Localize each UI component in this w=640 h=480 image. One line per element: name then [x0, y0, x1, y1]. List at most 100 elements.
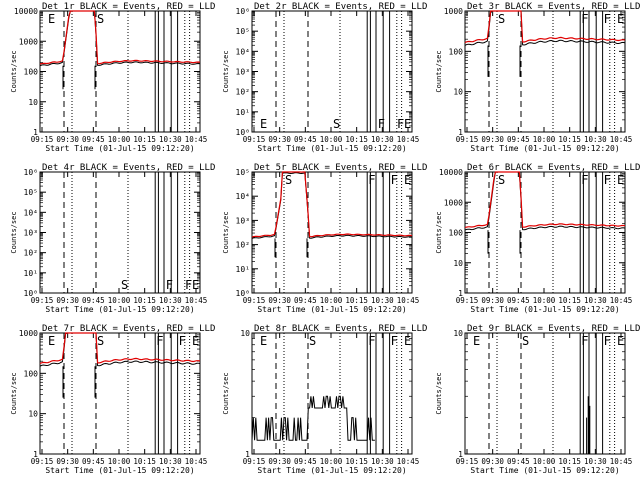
x-tick-label: 10:00	[533, 135, 556, 144]
y-tick-label: 10⁴	[24, 208, 38, 217]
marker-letter-f: F	[368, 173, 375, 187]
y-tick-label: 1000	[444, 198, 463, 207]
y-tick-label: 1	[458, 289, 463, 298]
marker-letter-s: S	[498, 12, 505, 26]
y-tick-label: 1	[33, 450, 38, 459]
y-axis-title: Counts/sec	[222, 372, 230, 414]
x-tick-label: 09:15	[243, 135, 266, 144]
x-axis-title: Start Time (01-Jul-15 09:12:20)	[470, 305, 619, 314]
x-tick-label: 10:15	[345, 457, 368, 466]
x-tick-label: 10:00	[320, 296, 343, 305]
lld-series-line	[251, 171, 413, 238]
x-tick-label: 09:30	[481, 457, 504, 466]
panel-det-3r: Det 3r BLACK = Events, RED = LLD 1 10 100 10…	[435, 2, 640, 153]
panel-det-7r: Det 7r BLACK = Events, RED = LLD 1 10 100 10…	[10, 324, 215, 475]
events-series-line	[464, 171, 626, 231]
y-tick-label: 1000	[444, 7, 463, 16]
y-tick-label: 10²	[236, 88, 250, 97]
x-tick-label: 10:15	[345, 135, 368, 144]
marker-letter-e: E	[404, 173, 411, 187]
x-tick-label: 10:15	[558, 135, 581, 144]
events-series-line	[39, 10, 201, 67]
x-tick-label: 09:15	[456, 135, 479, 144]
x-tick-label: 09:45	[82, 135, 105, 144]
x-tick-label: 10:30	[584, 457, 607, 466]
y-tick-label: 100	[449, 229, 464, 238]
marker-letter-f: F	[185, 278, 192, 292]
y-tick-label: 10000	[14, 7, 38, 16]
y-tick-label: 10⁵	[236, 168, 250, 177]
y-axis-title: Counts/sec	[222, 50, 230, 92]
marker-letter-e: E	[617, 173, 624, 187]
plot-frame	[39, 332, 201, 455]
y-tick-label: 10⁵	[24, 188, 38, 197]
x-tick-label: 09:45	[507, 135, 530, 144]
y-tick-label: 10⁰	[236, 128, 250, 137]
x-tick-label: 09:15	[31, 135, 54, 144]
x-axis-title: Start Time (01-Jul-15 09:12:20)	[470, 144, 619, 153]
x-tick-label: 10:45	[610, 296, 633, 305]
panel-title: Det 8r BLACK = Events, RED = LLD	[254, 324, 427, 334]
plot-frame	[464, 10, 626, 133]
y-tick-label: 100	[449, 47, 464, 56]
marker-letter-f: F	[581, 173, 588, 187]
plot-frame	[251, 332, 413, 455]
x-tick-label: 10:00	[533, 296, 556, 305]
x-tick-label: 09:15	[456, 296, 479, 305]
marker-letter-e: E	[617, 12, 624, 26]
x-tick-label: 10:30	[159, 135, 182, 144]
marker-letter-e: E	[404, 117, 411, 131]
marker-letter-f: F	[391, 173, 398, 187]
y-tick-label: 10	[28, 410, 38, 419]
x-tick-label: 10:45	[397, 296, 420, 305]
panel-det-5r: Det 5r BLACK = Events, RED = LLD 10⁰ 10¹ 10…	[222, 163, 427, 314]
x-axis-title: Start Time (01-Jul-15 09:12:20)	[257, 144, 406, 153]
marker-letter-f: F	[378, 117, 385, 131]
x-tick-label: 09:15	[243, 296, 266, 305]
marker-letter-e: E	[473, 334, 480, 348]
y-tick-label: 1	[458, 450, 463, 459]
x-tick-label: 10:30	[584, 296, 607, 305]
x-tick-label: 09:45	[294, 457, 317, 466]
x-tick-label: 10:45	[185, 135, 208, 144]
y-tick-label: 10⁶	[236, 7, 250, 16]
marker-letter-f: F	[156, 334, 163, 348]
marker-letter-e: E	[48, 334, 55, 348]
x-tick-label: 09:45	[294, 296, 317, 305]
x-tick-label: 10:15	[133, 135, 156, 144]
x-tick-label: 10:30	[584, 135, 607, 144]
marker-letter-f: F	[604, 334, 611, 348]
x-tick-label: 10:30	[371, 135, 394, 144]
panel-title: Det 6r BLACK = Events, RED = LLD	[467, 163, 640, 173]
y-tick-label: 1000	[19, 37, 38, 46]
x-tick-label: 10:15	[558, 457, 581, 466]
x-axis-title: Start Time (01-Jul-15 09:12:20)	[470, 466, 619, 475]
panel-title: Det 4r BLACK = Events, RED = LLD	[42, 163, 215, 173]
x-tick-label: 10:15	[133, 296, 156, 305]
marker-letter-f: F	[179, 334, 186, 348]
y-tick-label: 1	[245, 450, 250, 459]
marker-letter-s: S	[285, 173, 292, 187]
marker-letter-f: F	[391, 334, 398, 348]
y-tick-label: 1	[33, 128, 38, 137]
x-tick-label: 09:30	[56, 296, 79, 305]
events-series-line	[464, 10, 626, 46]
y-tick-label: 10¹	[236, 265, 250, 274]
x-tick-label: 09:15	[31, 457, 54, 466]
x-tick-label: 10:30	[371, 296, 394, 305]
marker-letter-e: E	[192, 278, 199, 292]
panel-det-6r: Det 6r BLACK = Events, RED = LLD 1 10 100 10…	[435, 163, 640, 314]
y-tick-label: 10	[453, 329, 463, 338]
marker-letter-s: S	[498, 173, 505, 187]
y-tick-label: 10⁰	[236, 289, 250, 298]
marker-letter-e: E	[617, 334, 624, 348]
x-axis-title: Start Time (01-Jul-15 09:12:20)	[45, 466, 194, 475]
y-axis-title: Counts/sec	[10, 211, 18, 253]
marker-letter-f: F	[581, 334, 588, 348]
marker-letter-s: S	[522, 334, 529, 348]
marker-letter-f: F	[604, 12, 611, 26]
y-axis-title: Counts/sec	[222, 211, 230, 253]
marker-letter-f: F	[397, 117, 404, 131]
y-axis-title: Counts/sec	[435, 50, 443, 92]
